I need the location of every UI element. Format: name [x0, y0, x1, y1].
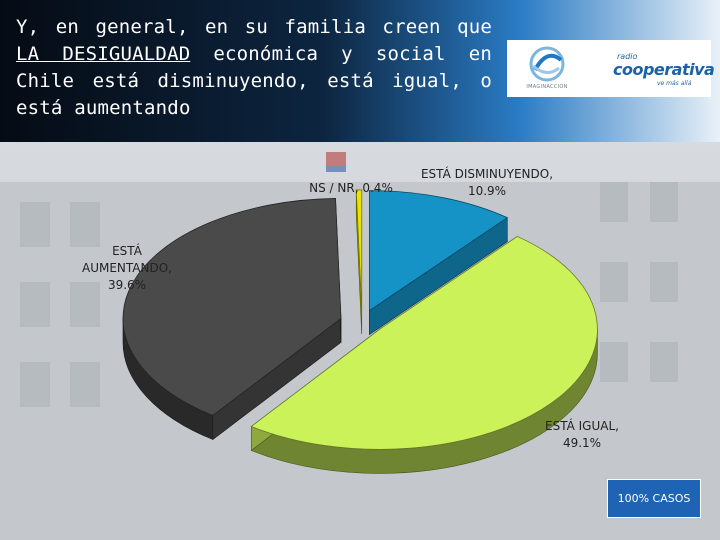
- slide-title: Y, en general, en su familia creen que L…: [16, 16, 492, 119]
- logo-panel: IMAGINACCION radio cooperativa ve más al…: [507, 40, 715, 97]
- slice-label-ns-nr: NS / NR, 0.4%: [309, 181, 393, 195]
- imaginaccion-logo-icon: [529, 46, 565, 82]
- slice-ns-nr-top: [355, 189, 363, 310]
- sample-badge: 100% CASOS: [607, 479, 701, 518]
- slice-aumentando-top: [122, 198, 342, 416]
- slice-label-disminuyendo: ESTÁ DISMINUYENDO, 10.9%: [420, 167, 554, 198]
- slice-label-aumentando: ESTÁ AUMENTANDO, 39.6%: [82, 244, 172, 292]
- title-emphasis: LA DESIGUALDAD: [16, 43, 191, 65]
- imaginaccion-logo-text: IMAGINACCION: [526, 84, 568, 90]
- slice-label-igual: ESTÁ IGUAL, 49.1%: [545, 419, 619, 450]
- radio-logo-text: radio: [617, 52, 638, 61]
- slice-igual-top: [250, 235, 598, 450]
- cooperativa-tagline: ve más allá: [657, 80, 692, 87]
- slice-disminuyendo-top: [368, 190, 509, 312]
- cooperativa-logo-text: cooperativa: [613, 60, 715, 79]
